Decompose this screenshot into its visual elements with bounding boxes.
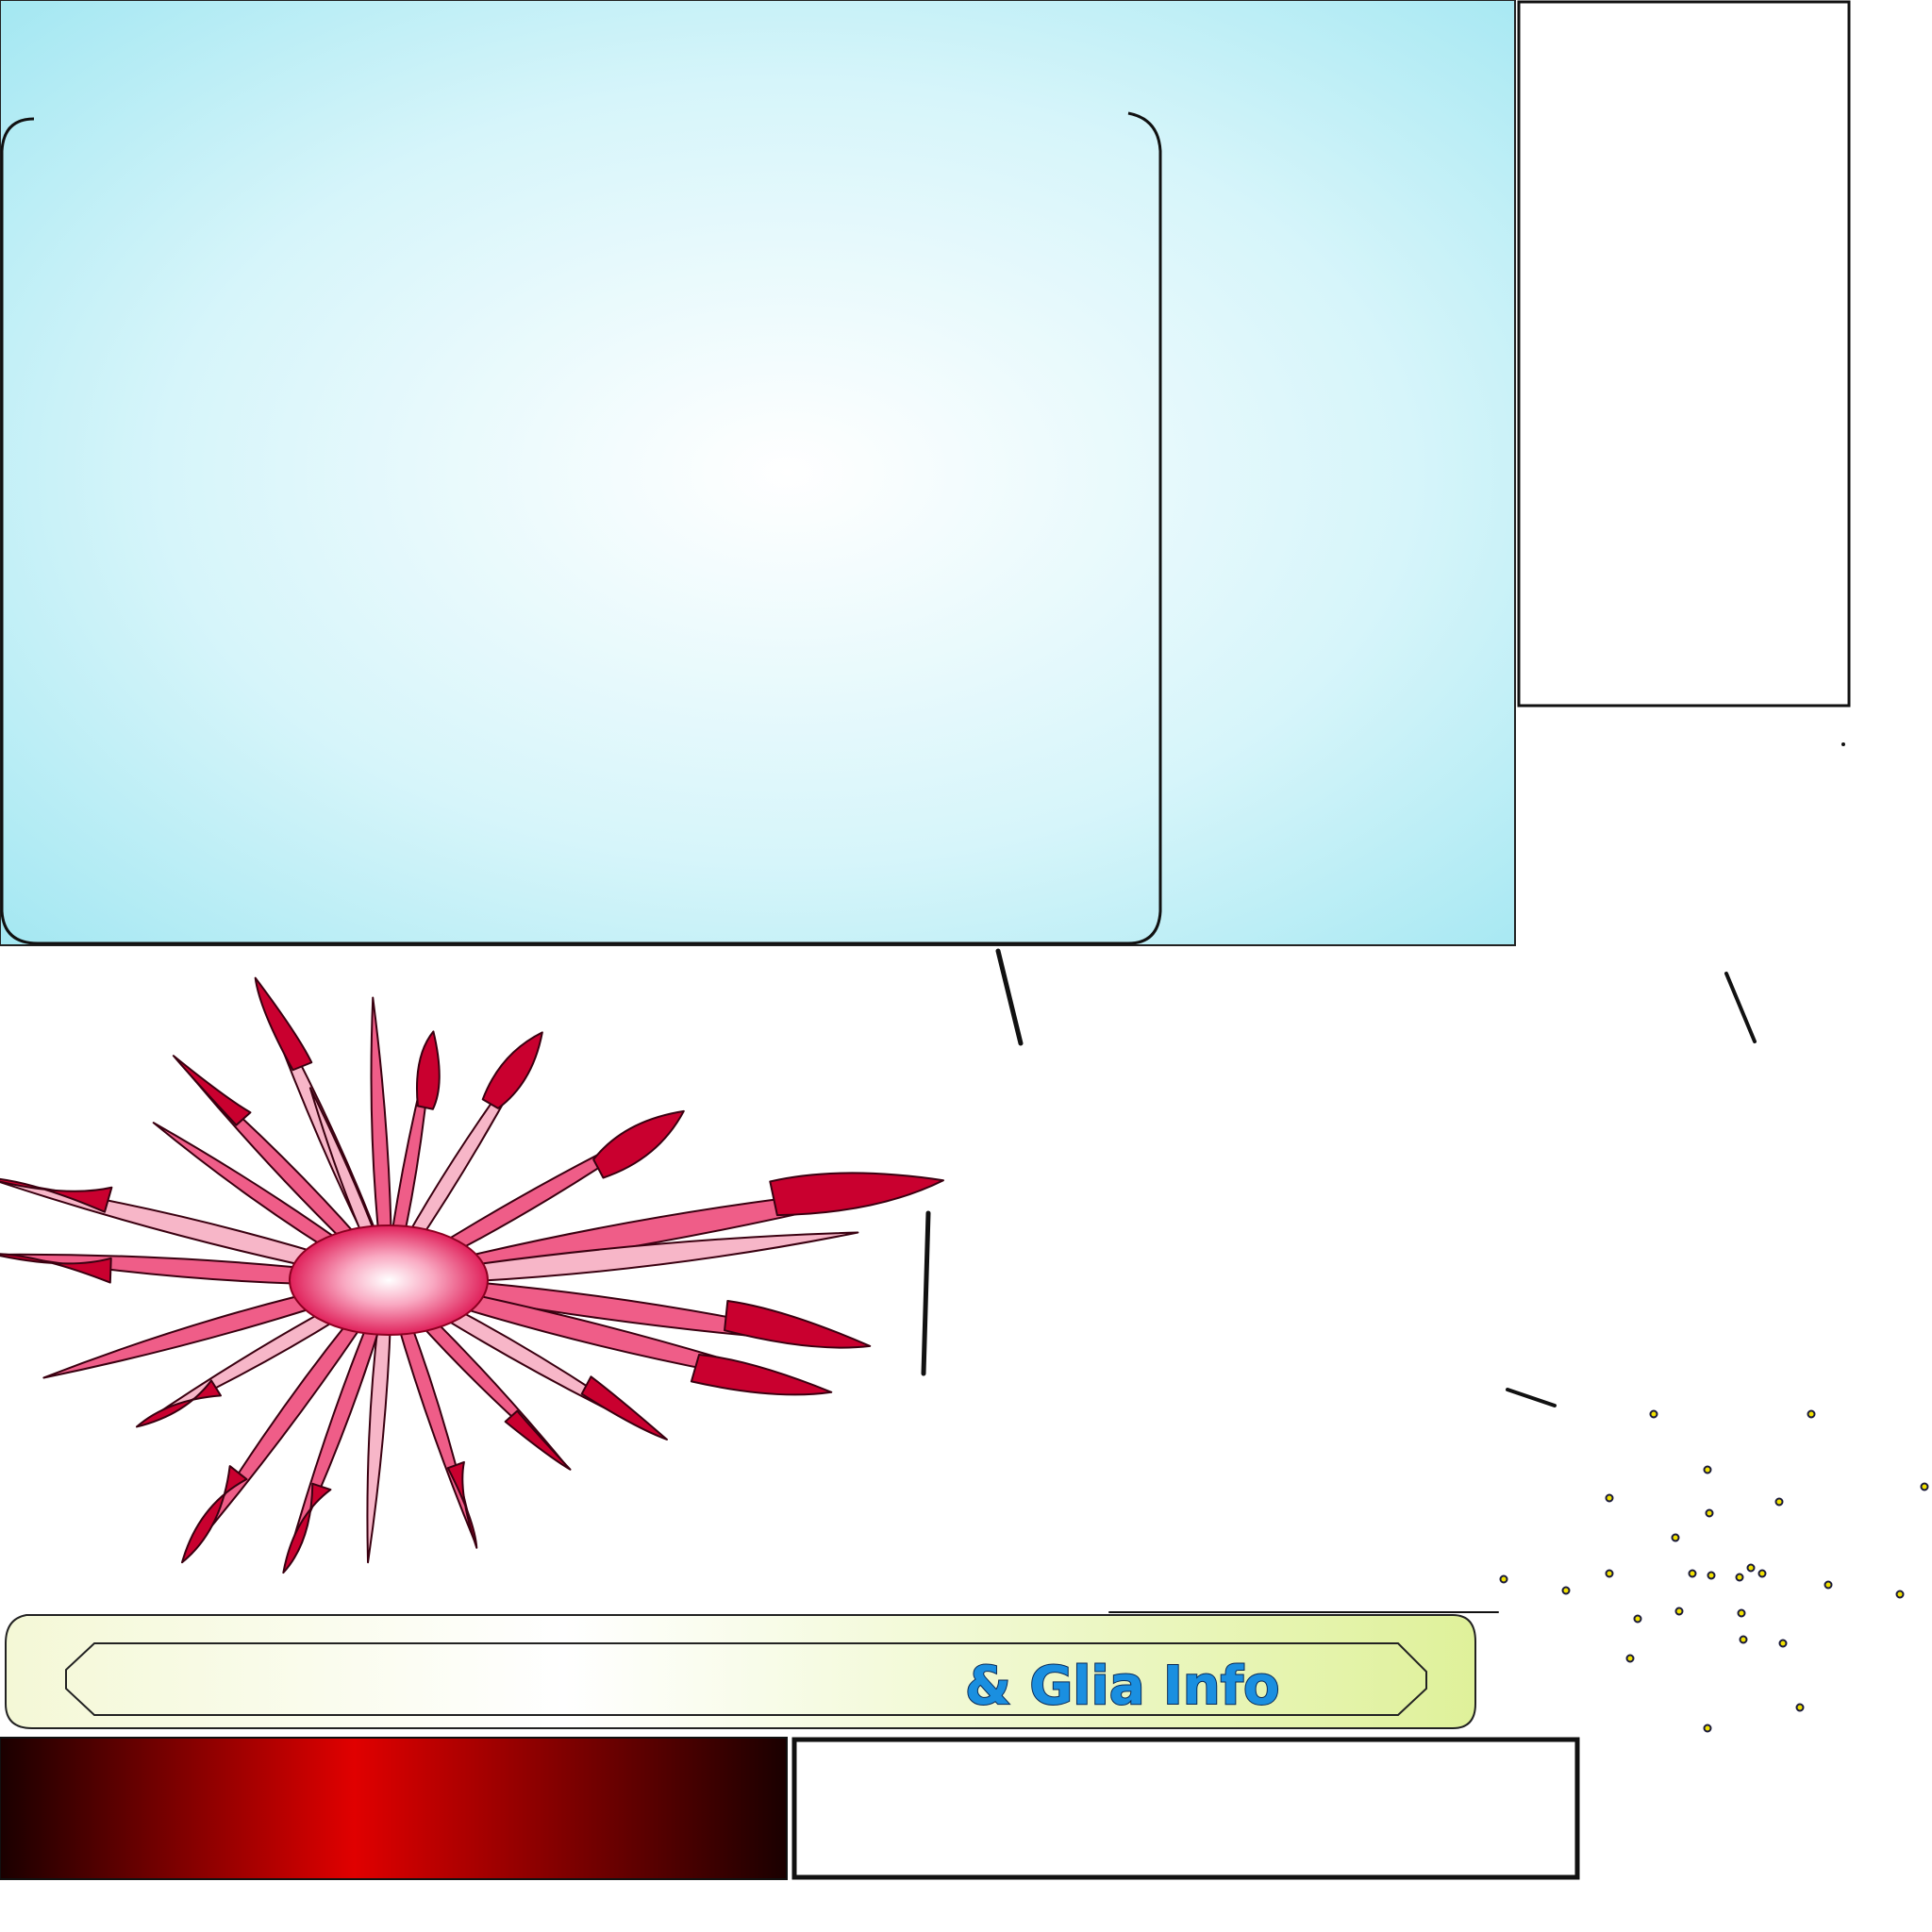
glia-end-foot <box>254 976 313 1072</box>
glia-cell-body <box>289 1224 489 1336</box>
banner-inner-outline <box>65 1642 1427 1716</box>
pointer-lines <box>921 948 1757 1613</box>
glia-end-foot <box>282 1482 332 1574</box>
glia-end-foot <box>0 1177 113 1213</box>
particle-dot <box>1674 1607 1684 1616</box>
particle-dot <box>1746 1563 1756 1573</box>
glia-end-foot <box>181 1465 248 1564</box>
red-gradient-bar <box>0 1737 788 1880</box>
cyan-panel <box>0 0 1516 946</box>
particle-dot <box>1499 1574 1508 1584</box>
particle-dot <box>1671 1533 1680 1542</box>
glia-end-foot <box>135 1379 222 1428</box>
particle-dot <box>1625 1654 1635 1663</box>
particle-dot <box>1795 1703 1805 1712</box>
particle-dot <box>1737 1608 1746 1618</box>
glia-end-foot <box>769 1172 944 1217</box>
particle-dot <box>1605 1493 1614 1503</box>
particle-dot <box>1807 1409 1816 1419</box>
glia-end-foot <box>446 1460 478 1549</box>
particle-dot <box>1561 1586 1571 1595</box>
astrocyte-glia-cell-illustration <box>0 976 944 1574</box>
particle-dot <box>1735 1573 1744 1582</box>
banner-title: & Glia Info <box>964 1655 1281 1718</box>
particle-dot <box>1649 1409 1658 1419</box>
glia-process <box>424 1231 859 1285</box>
glia-end-foot <box>0 1253 112 1284</box>
pointer-line-4 <box>1506 1388 1557 1407</box>
glia-process <box>394 1311 475 1541</box>
side-info-box <box>1517 0 1851 708</box>
particle-dot <box>1824 1580 1833 1590</box>
glia-end-foot <box>172 1055 252 1126</box>
glia-end-foot <box>481 1031 543 1109</box>
title-banner <box>5 1614 1476 1729</box>
glia-process <box>366 1315 392 1564</box>
glia-end-foot <box>415 1030 441 1110</box>
glia-process <box>42 1282 356 1379</box>
glia-process <box>152 1122 361 1267</box>
particle-dot <box>1633 1614 1642 1624</box>
particle-dot <box>1705 1508 1714 1518</box>
particle-dot <box>1774 1497 1784 1507</box>
particle-dot <box>1778 1639 1788 1648</box>
glia-end-foot <box>580 1375 668 1441</box>
particle-dot <box>1757 1569 1767 1578</box>
particle-dot <box>1739 1635 1748 1644</box>
pointer-line-1 <box>995 948 1024 1046</box>
particle-dot <box>1703 1465 1712 1474</box>
glia-process <box>308 1087 380 1250</box>
particle-dot <box>1895 1590 1905 1599</box>
inner-frame-outline <box>0 111 1162 945</box>
glia-end-foot <box>592 1109 685 1179</box>
glia-end-foot <box>690 1354 833 1396</box>
pointer-line-2 <box>1724 972 1757 1043</box>
particle-dot <box>1920 1482 1929 1491</box>
glia-end-foot <box>724 1299 872 1349</box>
particle-dot <box>1605 1569 1614 1578</box>
glia-process <box>370 996 392 1245</box>
pointer-line-3 <box>921 1210 931 1376</box>
bottom-text-box <box>791 1737 1580 1880</box>
particle-dot <box>1703 1724 1712 1733</box>
particle-cluster <box>1499 1409 1929 1733</box>
particle-dot <box>1688 1569 1697 1578</box>
small-dot <box>1841 742 1845 746</box>
particle-dot <box>1707 1571 1716 1580</box>
glia-end-foot <box>504 1409 572 1471</box>
